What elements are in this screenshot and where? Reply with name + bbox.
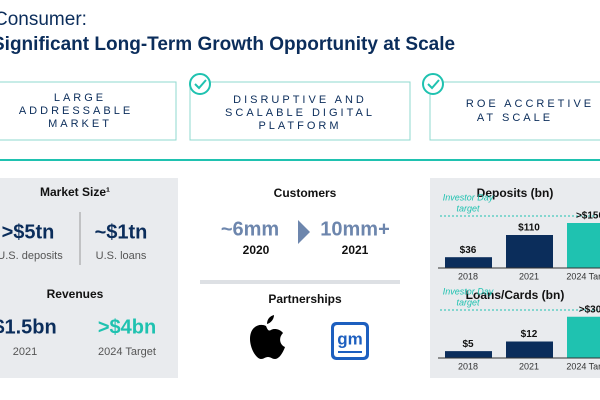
metric-label: 2021 [342, 243, 369, 257]
pillar-text: SCALABLE DIGITAL [225, 107, 375, 119]
x-label: 2021 [519, 271, 539, 281]
check-icon [422, 73, 444, 95]
pillar-text: AT SCALE [477, 112, 553, 124]
metric: 10mm+ [320, 218, 390, 240]
metric: >$4bn [98, 316, 156, 338]
bar [445, 257, 492, 268]
kicker: Consumer: [0, 9, 87, 30]
chart-title: Deposits (bn) [477, 186, 554, 200]
value-label: $36 [460, 245, 477, 256]
metric: ~$1tn [95, 221, 148, 243]
shadow-line [200, 280, 400, 284]
metric-label: 2024 Target [98, 346, 156, 358]
bar [445, 351, 492, 358]
x-label: 2024 Target [566, 361, 600, 371]
metric: ~6mm [221, 218, 279, 240]
metric: $1.5bn [0, 316, 57, 338]
metric-label: 2020 [243, 243, 270, 257]
value-label: >$30 [579, 304, 600, 315]
bar [567, 316, 600, 358]
chart-title: Loans/Cards (bn) [466, 288, 565, 302]
bar [506, 235, 553, 268]
value-label: $5 [462, 339, 474, 350]
x-label: 2018 [458, 361, 478, 371]
value-label: $110 [518, 223, 540, 234]
pillar-text: LARGE [54, 92, 106, 104]
x-label: 2024 Target [566, 271, 600, 281]
panel [0, 178, 178, 378]
metric-label: U.S. deposits [0, 250, 63, 262]
pillar-text: ROE ACCRETIVE [466, 98, 594, 110]
section-title: Partnerships [268, 292, 342, 306]
pillar-box [189, 81, 411, 141]
check-icon [189, 73, 211, 95]
pillar-box [0, 81, 177, 141]
metric-label: U.S. loans [96, 250, 147, 262]
section-title: Market Size¹ [40, 185, 110, 199]
pillar-box [429, 81, 600, 141]
title: Significant Long-Term Growth Opportunity… [0, 34, 455, 55]
pillar-text: DISRUPTIVE AND [233, 94, 367, 106]
annotation: Investor Day [443, 192, 494, 202]
bar [506, 341, 553, 358]
pillar-text: MARKET [48, 118, 112, 130]
bar [567, 223, 600, 268]
x-label: 2021 [519, 361, 539, 371]
gm-logo: gm [331, 322, 369, 360]
value-label: >$150 [576, 211, 600, 222]
value-label: $12 [521, 329, 538, 340]
section-title: Customers [274, 186, 337, 200]
annotation: Investor Day [443, 286, 494, 296]
section-title: Revenues [47, 287, 104, 301]
arrow [298, 220, 310, 244]
apple-logo [250, 315, 285, 359]
annotation: target [456, 297, 480, 307]
annotation: target [456, 203, 480, 213]
pillar-text: ADDRESSABLE [19, 105, 133, 117]
pillar-text: PLATFORM [258, 120, 341, 132]
metric: >$5tn [2, 221, 55, 243]
x-label: 2018 [458, 271, 478, 281]
metric-label: 2021 [13, 346, 37, 358]
svg-text:gm: gm [337, 329, 363, 348]
